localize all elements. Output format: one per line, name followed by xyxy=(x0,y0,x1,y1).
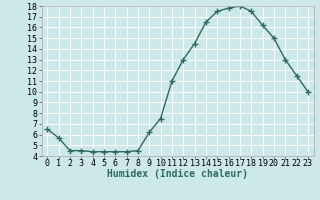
X-axis label: Humidex (Indice chaleur): Humidex (Indice chaleur) xyxy=(107,169,248,179)
